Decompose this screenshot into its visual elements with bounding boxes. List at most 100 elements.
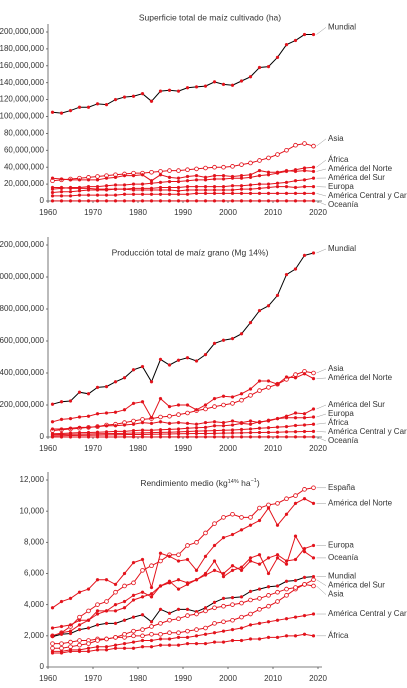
data-point [140, 568, 145, 573]
data-point [257, 308, 262, 313]
data-point [158, 551, 163, 555]
data-point [275, 199, 280, 203]
data-point [203, 420, 208, 425]
data-point [158, 432, 163, 436]
data-point [113, 609, 118, 613]
data-point [122, 95, 127, 99]
data-point [257, 388, 262, 393]
y-tick-label: 600,000,000 [0, 336, 45, 345]
data-point [176, 607, 181, 611]
data-point [203, 191, 208, 196]
data-point [113, 582, 118, 587]
data-point [302, 191, 307, 196]
x-tick-label: 1960 [39, 444, 57, 453]
data-point [77, 105, 82, 109]
data-point [248, 199, 253, 203]
label-leader [316, 585, 327, 595]
data-point [149, 563, 154, 569]
data-point [284, 579, 289, 583]
data-point [158, 607, 163, 611]
data-point [212, 191, 217, 196]
data-point [203, 165, 208, 171]
data-point [194, 422, 199, 426]
data-point [131, 173, 136, 178]
data-point [113, 380, 118, 384]
data-point [230, 596, 235, 600]
data-point [239, 420, 244, 425]
data-point [104, 424, 109, 428]
data-point [140, 417, 145, 422]
data-point [293, 493, 298, 498]
data-point [293, 578, 298, 583]
data-point [284, 199, 289, 203]
data-point [176, 179, 181, 184]
data-point [167, 643, 172, 647]
data-point [122, 173, 127, 178]
data-point [59, 185, 64, 190]
data-point [302, 575, 307, 580]
label-leader [316, 368, 327, 374]
data-point [104, 599, 109, 604]
data-point [140, 645, 145, 649]
data-point [302, 487, 307, 492]
series-line [52, 170, 314, 182]
series-label: Mundial [328, 572, 356, 581]
data-point [203, 406, 208, 412]
data-point [302, 412, 307, 416]
data-point [302, 550, 307, 554]
data-point [302, 372, 307, 376]
data-point [239, 435, 244, 439]
label-leader [316, 248, 327, 254]
data-point [122, 423, 127, 427]
data-point [185, 641, 190, 646]
data-point [176, 552, 181, 558]
data-point [185, 435, 190, 439]
data-point [167, 188, 172, 192]
data-point [284, 416, 289, 420]
y-tick-label: 1,200,000,000 [0, 240, 45, 249]
label-leader [316, 138, 327, 147]
label-leader [316, 159, 327, 168]
data-point [149, 595, 154, 599]
data-point [194, 166, 199, 172]
data-point [239, 199, 244, 203]
data-point [149, 631, 154, 637]
data-point [266, 185, 271, 190]
series-label: América del Sur [328, 173, 385, 182]
data-point [203, 184, 208, 189]
data-point [131, 640, 136, 644]
data-point [203, 608, 208, 614]
data-point [275, 416, 280, 421]
x-tick-label: 2010 [264, 208, 282, 217]
data-point [266, 620, 271, 624]
data-point [257, 420, 262, 425]
data-point [212, 568, 217, 573]
data-point [95, 199, 100, 203]
data-point [293, 199, 298, 203]
data-point [284, 168, 289, 173]
data-point [104, 184, 109, 188]
data-point [86, 587, 91, 591]
data-point [311, 543, 316, 548]
data-point [194, 627, 199, 632]
data-point [59, 632, 64, 636]
data-point [140, 92, 145, 96]
data-point [185, 581, 190, 585]
data-point [212, 431, 217, 435]
data-point [230, 431, 235, 435]
data-point [194, 408, 199, 412]
data-point [185, 179, 190, 183]
data-point [221, 431, 226, 435]
data-point [185, 174, 190, 179]
data-point [185, 86, 190, 90]
data-point [122, 606, 127, 610]
data-point [176, 635, 181, 640]
data-point [149, 638, 154, 643]
data-point [230, 423, 235, 427]
data-point [140, 557, 145, 562]
data-point [77, 623, 82, 627]
data-point [248, 160, 253, 166]
data-point [77, 590, 82, 594]
data-point [194, 578, 199, 582]
data-point [140, 435, 145, 439]
